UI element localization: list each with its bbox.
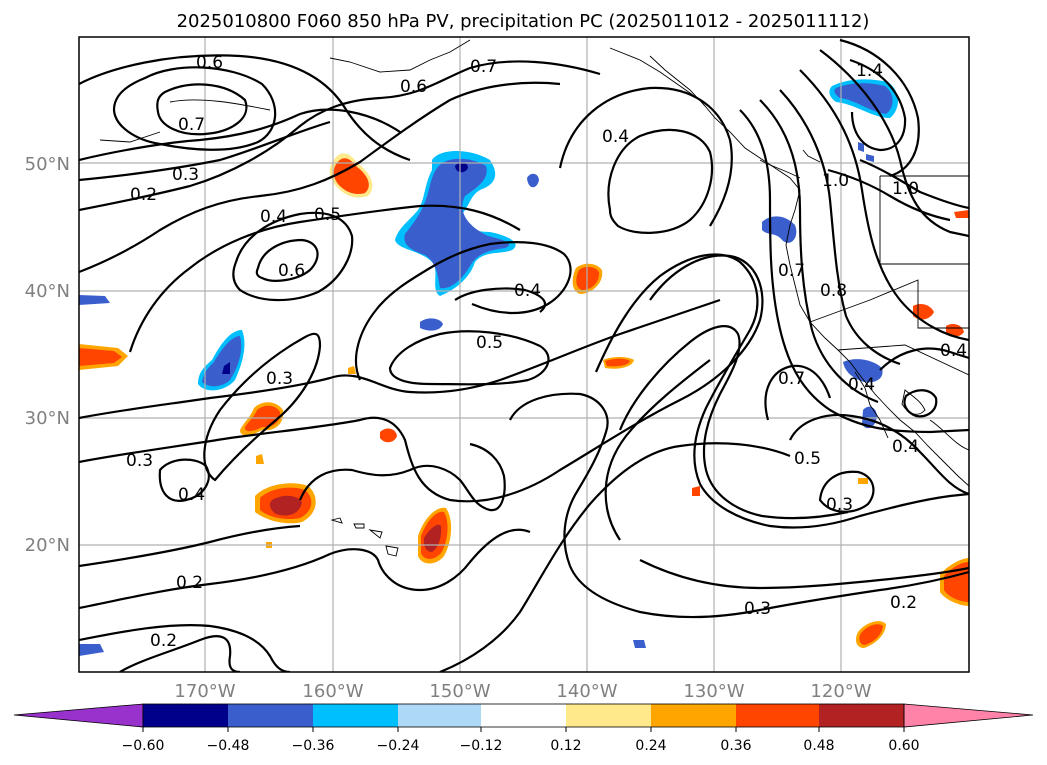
colorbar-tick-label: −0.12 — [460, 738, 503, 754]
contour-label: 0.3 — [126, 451, 153, 471]
contour-labels: 0.6 0.7 0.7 0.6 0.3 0.2 0.4 0.5 0.6 0.4 … — [126, 53, 967, 651]
pv-contours — [79, 38, 969, 672]
lat-label: 30°N — [25, 408, 70, 429]
map-frame — [78, 36, 970, 673]
contour-label: 0.2 — [130, 185, 157, 205]
colorbar-tick-label: 0.12 — [550, 738, 581, 754]
colorbar-tick-label: −0.48 — [207, 738, 250, 754]
contour-label: 0.2 — [890, 593, 917, 613]
contour-label: 0.4 — [892, 437, 919, 457]
contour-label: 1.0 — [892, 179, 919, 199]
contour-label: 0.4 — [602, 127, 629, 147]
colorbar-segment — [481, 704, 566, 727]
colorbar-extend-min — [13, 703, 144, 728]
contour-label: 0.5 — [794, 449, 821, 469]
colorbar-segment — [143, 704, 228, 727]
colorbar-tick-label: −0.60 — [122, 738, 165, 754]
lon-label: 130°W — [683, 681, 744, 702]
colorbar-tick-label: 0.24 — [635, 738, 666, 754]
lat-label: 40°N — [25, 281, 70, 302]
contour-label: 0.4 — [260, 207, 287, 227]
lon-label: 150°W — [429, 681, 490, 702]
precip-anomaly-layer — [79, 79, 969, 656]
contour-label: 0.6 — [400, 77, 427, 97]
colorbar-tick-label: −0.24 — [377, 738, 420, 754]
colorbar-tick-label: 0.48 — [803, 738, 834, 754]
colorbar-segment — [736, 704, 819, 727]
graticule — [79, 37, 969, 672]
contour-label: 0.3 — [826, 495, 853, 515]
lon-labels: 170°W 160°W 150°W 140°W 130°W 120°W — [174, 681, 871, 702]
contour-label: 0.3 — [744, 599, 771, 619]
map-area: 0.6 0.7 0.7 0.6 0.3 0.2 0.4 0.5 0.6 0.4 … — [79, 37, 969, 672]
contour-label: 0.2 — [176, 573, 203, 593]
colorbar-tick-label: 0.60 — [888, 738, 919, 754]
contour-label: 0.5 — [476, 333, 503, 353]
colorbar-segment — [566, 704, 651, 727]
contour-label: 0.7 — [778, 261, 805, 281]
colorbar-tick-label: 0.36 — [720, 738, 751, 754]
lon-label: 170°W — [174, 681, 235, 702]
contour-label: 0.4 — [848, 375, 875, 395]
contour-label: 0.7 — [470, 57, 497, 77]
contour-label: 0.3 — [172, 165, 199, 185]
contour-label: 0.7 — [178, 115, 205, 135]
lon-label: 160°W — [302, 681, 363, 702]
contour-label: 0.2 — [150, 631, 177, 651]
contour-label: 0.6 — [278, 261, 305, 281]
colorbar-ticks: −0.60 −0.48 −0.36 −0.24 −0.12 0.12 0.24 … — [122, 727, 920, 754]
contour-label: 1.4 — [856, 61, 883, 81]
contour-label: 0.4 — [514, 281, 541, 301]
contour-label: 0.5 — [314, 205, 341, 225]
contour-label: 0.4 — [940, 341, 967, 361]
contour-label: 1.0 — [822, 171, 849, 191]
lon-label: 120°W — [810, 681, 871, 702]
lat-labels: 50°N 40°N 30°N 20°N — [25, 154, 70, 556]
colorbar-segment — [398, 704, 481, 727]
lat-label: 50°N — [25, 154, 70, 175]
contour-label: 0.8 — [820, 281, 847, 301]
colorbar: −0.60 −0.48 −0.36 −0.24 −0.12 0.12 0.24 … — [13, 703, 1034, 754]
colorbar-extend-max — [903, 703, 1034, 728]
contour-label: 0.7 — [778, 369, 805, 389]
colorbar-segment — [651, 704, 736, 727]
colorbar-segment — [313, 704, 398, 727]
colorbar-tick-label: −0.36 — [292, 738, 335, 754]
contour-label: 0.4 — [178, 485, 205, 505]
lat-label: 20°N — [25, 535, 70, 556]
colorbar-segment — [228, 704, 313, 727]
map-title: 2025010800 F060 850 hPa PV, precipitatio… — [177, 11, 870, 32]
contour-label: 0.3 — [266, 369, 293, 389]
contour-label: 0.6 — [196, 53, 223, 73]
colorbar-segment — [819, 704, 904, 727]
lon-label: 140°W — [556, 681, 617, 702]
